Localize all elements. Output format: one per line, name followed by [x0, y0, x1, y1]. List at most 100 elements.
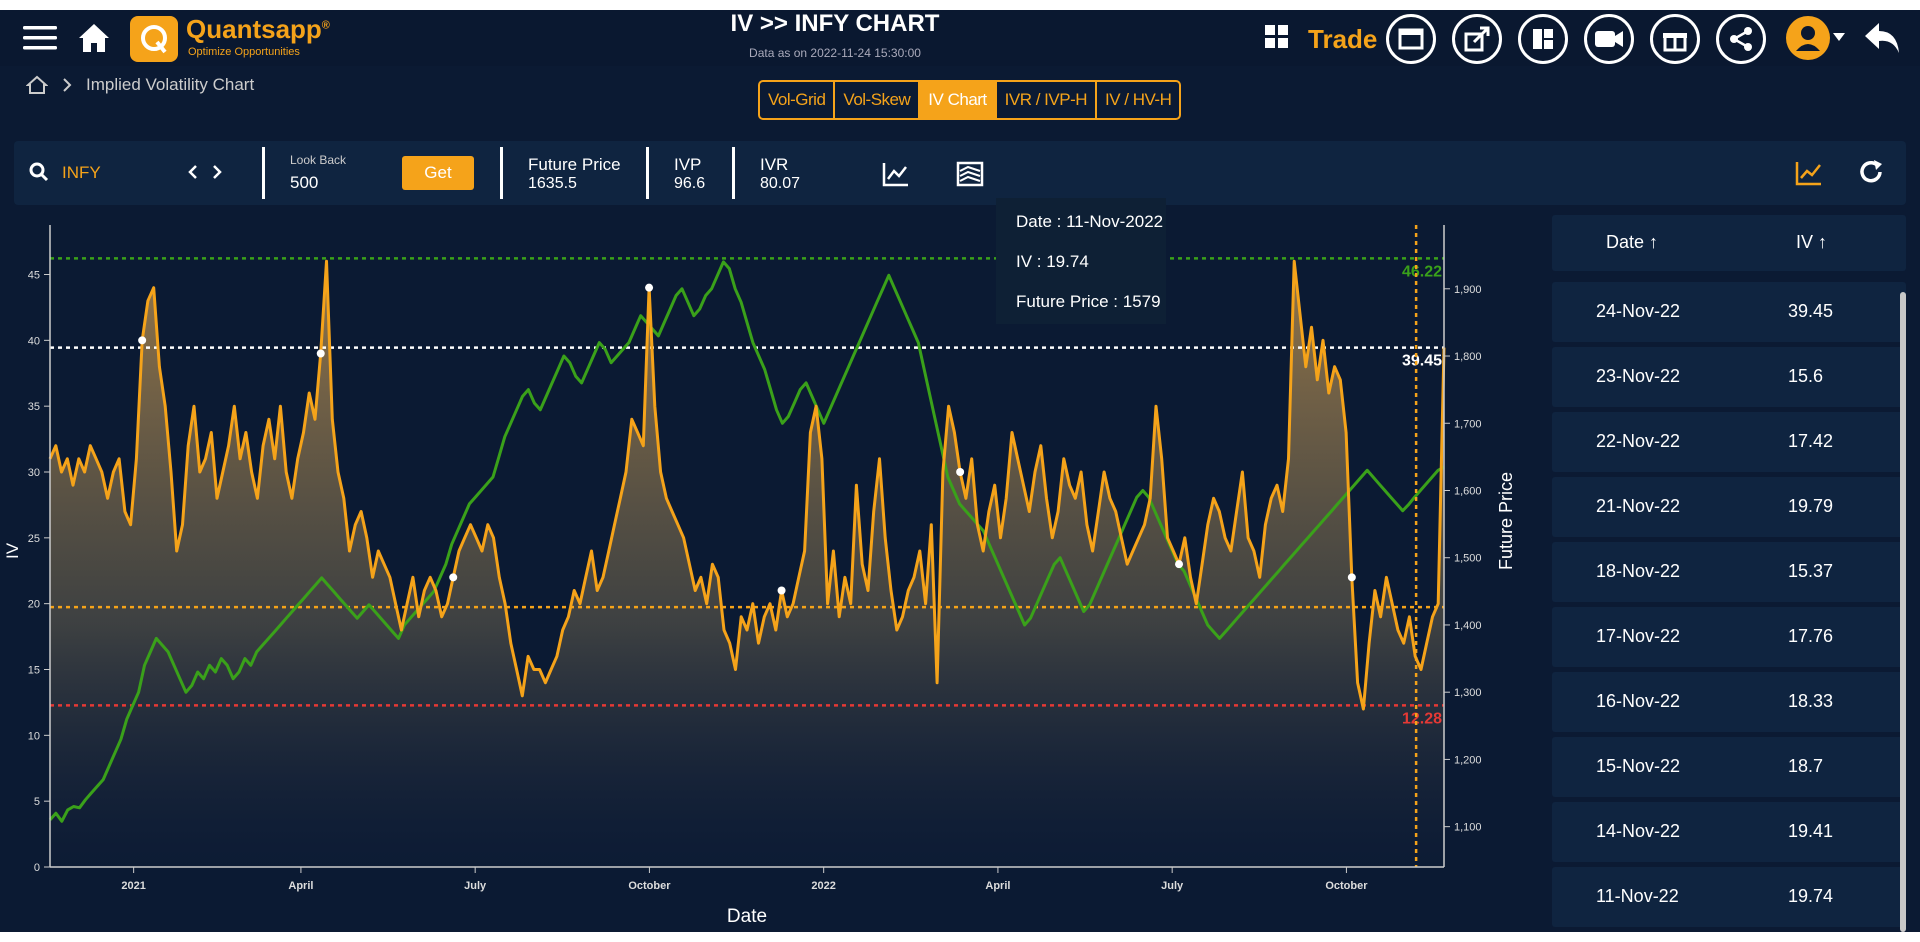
breadcrumb-chevron-icon	[60, 76, 74, 94]
y-tick-label: 5	[34, 796, 40, 808]
table-row[interactable]: 15-Nov-22 18.7	[1552, 737, 1906, 797]
y2-tick-label: 1,600	[1454, 485, 1482, 497]
brand-name: Quantsapp®	[186, 14, 330, 44]
table-row[interactable]: 14-Nov-22 19.41	[1552, 802, 1906, 862]
row-iv: 19.79	[1788, 496, 1834, 516]
row-date: 18-Nov-22	[1596, 561, 1681, 581]
y2-tick-label: 1,100	[1454, 822, 1482, 834]
top-bar: Quantsapp® Optimize Opportunities IV >> …	[0, 10, 1920, 66]
tab-ivr-ivp-h[interactable]: IVR / IVP-H	[997, 82, 1098, 118]
area-chart-icon[interactable]	[956, 161, 984, 187]
home-icon[interactable]	[76, 20, 112, 56]
popout-icon[interactable]	[1452, 14, 1502, 64]
x-tick-label: October	[628, 880, 671, 892]
divider	[262, 147, 265, 199]
y2-tick-label: 1,300	[1454, 687, 1482, 699]
table-scrollbar[interactable]	[1900, 292, 1906, 932]
gift-icon[interactable]	[1650, 14, 1700, 64]
row-date: 21-Nov-22	[1596, 496, 1681, 516]
tab-iv-hv-h[interactable]: IV / HV-H	[1105, 90, 1172, 109]
y2-tick-label: 1,800	[1454, 351, 1482, 363]
iv-marker	[645, 283, 654, 292]
video-icon[interactable]	[1584, 14, 1634, 64]
ivp-label: IVP	[674, 155, 702, 174]
iv-marker	[1175, 560, 1184, 569]
divider	[500, 147, 503, 199]
tooltip-date: Date : 11-Nov-2022	[1016, 212, 1164, 231]
lookback-input[interactable]: 500	[290, 173, 319, 192]
table-row[interactable]: 18-Nov-22 15.37	[1552, 542, 1906, 602]
get-button[interactable]: Get	[402, 156, 474, 190]
window-icon[interactable]	[1386, 14, 1436, 64]
x-tick-label: 2022	[811, 880, 835, 892]
sort-date-header[interactable]: Date ↑	[1606, 232, 1659, 252]
row-iv: 18.7	[1788, 756, 1824, 776]
table-row[interactable]: 23-Nov-22 15.6	[1552, 347, 1906, 407]
y2-tick-label: 1,700	[1454, 418, 1482, 430]
search-icon[interactable]	[28, 161, 50, 183]
tab-iv-chart[interactable]: IV Chart	[920, 82, 997, 118]
y-tick-label: 0	[34, 862, 40, 874]
y-tick-label: 20	[28, 599, 40, 611]
divider	[732, 147, 735, 199]
x-tick-label: April	[985, 880, 1010, 892]
y-tick-label: 45	[28, 270, 40, 282]
x-axis-title: Date	[727, 906, 767, 927]
table-row[interactable]: 22-Nov-22 17.42	[1552, 412, 1906, 472]
trade-link[interactable]: Trade	[1308, 24, 1378, 54]
dashboard-icon[interactable]	[1518, 14, 1568, 64]
table-row[interactable]: 21-Nov-22 19.79	[1552, 477, 1906, 537]
ivp-value: 96.6	[674, 175, 706, 192]
row-iv: 15.37	[1788, 561, 1834, 581]
row-date: 11-Nov-22	[1596, 886, 1679, 906]
y-tick-label: 15	[28, 665, 40, 677]
hline-label-min: 12.28	[1402, 710, 1442, 727]
chevron-down-icon[interactable]	[1832, 30, 1846, 44]
y2-tick-label: 1,900	[1454, 284, 1482, 296]
breadcrumb-current: Implied Volatility Chart	[86, 75, 255, 94]
row-date: 17-Nov-22	[1596, 626, 1681, 646]
apps-grid-icon[interactable]	[1262, 22, 1292, 52]
chart-tabs: Vol-Grid Vol-Skew IV Chart IVR / IVP-H I…	[758, 80, 1182, 120]
x-tick-label: October	[1325, 880, 1368, 892]
table-row[interactable]: 16-Nov-22 18.33	[1552, 672, 1906, 732]
back-arrow-icon[interactable]	[1862, 18, 1902, 58]
user-avatar-icon[interactable]	[1786, 16, 1830, 60]
x-tick-label: July	[1161, 880, 1184, 892]
table-row[interactable]: 17-Nov-22 17.76	[1552, 607, 1906, 667]
row-iv: 39.45	[1788, 301, 1834, 321]
app-root: Quantsapp® Optimize Opportunities IV >> …	[0, 10, 1920, 932]
y-tick-label: 25	[28, 533, 40, 545]
brand-tagline: Optimize Opportunities	[188, 46, 300, 58]
data-timestamp: Data as on 2022-11-24 15:30:00	[749, 46, 921, 60]
iv-marker	[138, 336, 147, 345]
x-tick-label: July	[464, 880, 487, 892]
row-iv: 19.74	[1788, 886, 1834, 906]
iv-line	[48, 259, 1446, 711]
iv-chart[interactable]: 46.22 39.45 12.28 0 5 10 15 20 25 30 35 40 45 1,100 1,…	[0, 205, 1540, 932]
future-price-line	[48, 260, 1445, 823]
home-outline-icon[interactable]	[26, 74, 48, 96]
tooltip-iv: IV : 19.74	[1016, 252, 1089, 271]
row-date: 16-Nov-22	[1596, 691, 1681, 711]
quantsapp-logo-icon[interactable]	[130, 16, 178, 62]
table-row[interactable]: 11-Nov-22 19.74	[1552, 867, 1906, 927]
prev-symbol-icon[interactable]	[186, 163, 200, 181]
y-tick-label: 40	[28, 335, 40, 347]
share-icon[interactable]	[1716, 14, 1766, 64]
table-row[interactable]: 24-Nov-22 39.45	[1552, 282, 1906, 342]
tab-vol-grid[interactable]: Vol-Grid	[760, 82, 836, 118]
future-price-label: Future Price	[528, 155, 621, 174]
x-tick-label: April	[288, 880, 313, 892]
symbol-input[interactable]: INFY	[62, 163, 101, 182]
hamburger-menu-icon[interactable]	[22, 20, 58, 56]
next-symbol-icon[interactable]	[210, 163, 224, 181]
sort-iv-header[interactable]: IV ↑	[1796, 232, 1828, 252]
chart-toggle-icon[interactable]	[1794, 159, 1824, 187]
tab-vol-skew[interactable]: Vol-Skew	[835, 82, 921, 118]
row-iv: 15.6	[1788, 366, 1824, 386]
line-chart-icon[interactable]	[882, 161, 910, 187]
iv-marker	[1347, 573, 1356, 582]
tooltip-future: Future Price : 1579	[1016, 292, 1161, 311]
refresh-icon[interactable]	[1856, 157, 1886, 187]
